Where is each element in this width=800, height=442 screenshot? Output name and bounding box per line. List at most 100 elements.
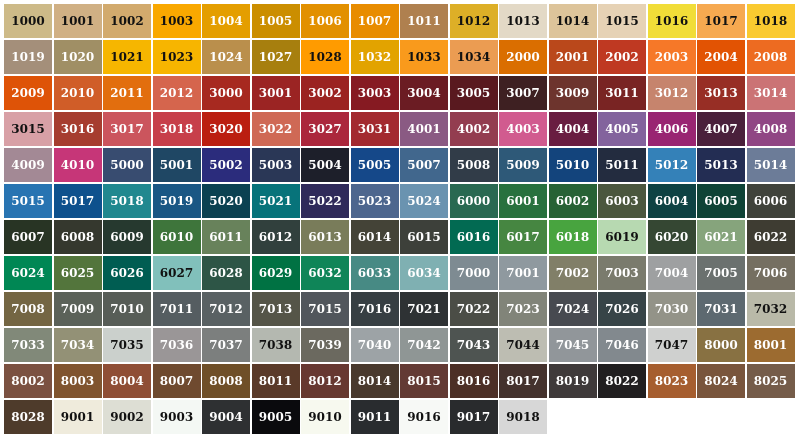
color-swatch-9002: 9002 <box>103 400 151 434</box>
color-swatch-7021: 7021 <box>400 292 448 326</box>
color-swatch-5012: 5012 <box>647 148 696 182</box>
color-swatch-1002: 1002 <box>103 4 151 38</box>
color-swatch-7003: 7003 <box>598 256 646 290</box>
color-swatch-6029: 6029 <box>251 256 300 290</box>
color-swatch-6006: 6006 <box>746 184 795 218</box>
color-swatch-6018: 6018 <box>548 220 597 254</box>
color-swatch-1004: 1004 <box>202 4 250 38</box>
color-swatch-4006: 4006 <box>647 112 696 146</box>
color-swatch-5002: 5002 <box>202 148 250 182</box>
color-swatch-3017: 3017 <box>103 112 151 146</box>
color-swatch-1034: 1034 <box>449 40 498 74</box>
color-swatch-8003: 8003 <box>53 364 102 398</box>
color-swatch-6015: 6015 <box>400 220 448 254</box>
color-swatch-1018: 1018 <box>746 4 795 38</box>
color-swatch-8000: 8000 <box>697 328 745 362</box>
color-swatch-3004: 3004 <box>400 76 448 110</box>
color-swatch-7024: 7024 <box>548 292 597 326</box>
color-swatch-4005: 4005 <box>598 112 646 146</box>
color-swatch-7036: 7036 <box>152 328 201 362</box>
color-swatch-6019: 6019 <box>598 220 646 254</box>
color-swatch-8004: 8004 <box>103 364 151 398</box>
color-swatch-6001: 6001 <box>499 184 547 218</box>
color-swatch-6021: 6021 <box>697 220 745 254</box>
color-swatch-6017: 6017 <box>499 220 547 254</box>
color-swatch-6014: 6014 <box>350 220 399 254</box>
color-swatch-6003: 6003 <box>598 184 646 218</box>
color-swatch-5004: 5004 <box>301 148 349 182</box>
color-swatch-1005: 1005 <box>251 4 300 38</box>
color-swatch-5020: 5020 <box>202 184 250 218</box>
color-swatch-3011: 3011 <box>598 76 646 110</box>
color-swatch-7022: 7022 <box>449 292 498 326</box>
color-swatch-6000: 6000 <box>449 184 498 218</box>
color-swatch-8016: 8016 <box>449 364 498 398</box>
color-swatch-1013: 1013 <box>499 4 547 38</box>
color-swatch-8015: 8015 <box>400 364 448 398</box>
color-swatch-2010: 2010 <box>53 76 102 110</box>
color-swatch-2003: 2003 <box>647 40 696 74</box>
color-swatch-1011: 1011 <box>400 4 448 38</box>
color-swatch-7031: 7031 <box>697 292 745 326</box>
color-swatch-1006: 1006 <box>301 4 349 38</box>
color-swatch-5010: 5010 <box>548 148 597 182</box>
color-swatch-6026: 6026 <box>103 256 151 290</box>
color-swatch-6025: 6025 <box>53 256 102 290</box>
color-swatch-1016: 1016 <box>647 4 696 38</box>
color-swatch-5017: 5017 <box>53 184 102 218</box>
color-swatch-8023: 8023 <box>647 364 696 398</box>
color-swatch-5013: 5013 <box>697 148 745 182</box>
color-swatch-3020: 3020 <box>202 112 250 146</box>
color-swatch-1021: 1021 <box>103 40 151 74</box>
color-swatch-7032: 7032 <box>746 292 795 326</box>
color-swatch-9001: 9001 <box>53 400 102 434</box>
color-swatch-7043: 7043 <box>449 328 498 362</box>
color-swatch-2002: 2002 <box>598 40 646 74</box>
color-swatch-6024: 6024 <box>4 256 52 290</box>
color-swatch-7039: 7039 <box>301 328 349 362</box>
color-swatch-5000: 5000 <box>103 148 151 182</box>
color-swatch-7001: 7001 <box>499 256 547 290</box>
color-swatch-8012: 8012 <box>301 364 349 398</box>
color-swatch-7034: 7034 <box>53 328 102 362</box>
color-swatch-4009: 4009 <box>4 148 52 182</box>
color-swatch-1003: 1003 <box>152 4 201 38</box>
color-swatch-6005: 6005 <box>697 184 745 218</box>
color-swatch-2012: 2012 <box>152 76 201 110</box>
color-swatch-7000: 7000 <box>449 256 498 290</box>
color-swatch-8011: 8011 <box>251 364 300 398</box>
color-swatch-7012: 7012 <box>202 292 250 326</box>
color-swatch-6011: 6011 <box>202 220 250 254</box>
color-swatch-7015: 7015 <box>301 292 349 326</box>
color-swatch-9003: 9003 <box>152 400 201 434</box>
color-swatch-6028: 6028 <box>202 256 250 290</box>
color-swatch-3000: 3000 <box>202 76 250 110</box>
color-swatch-5008: 5008 <box>449 148 498 182</box>
color-swatch-5024: 5024 <box>400 184 448 218</box>
color-swatch-8019: 8019 <box>548 364 597 398</box>
color-swatch-6013: 6013 <box>301 220 349 254</box>
color-swatch-9017: 9017 <box>449 400 498 434</box>
color-swatch-9005: 9005 <box>251 400 300 434</box>
color-swatch-4001: 4001 <box>400 112 448 146</box>
color-swatch-7006: 7006 <box>746 256 795 290</box>
color-swatch-5001: 5001 <box>152 148 201 182</box>
color-swatch-3014: 3014 <box>746 76 795 110</box>
color-swatch-1007: 1007 <box>350 4 399 38</box>
color-swatch-7013: 7013 <box>251 292 300 326</box>
color-swatch-4008: 4008 <box>746 112 795 146</box>
color-swatch-3002: 3002 <box>301 76 349 110</box>
color-swatch-8024: 8024 <box>697 364 745 398</box>
color-swatch-3009: 3009 <box>548 76 597 110</box>
color-swatch-2000: 2000 <box>499 40 547 74</box>
color-swatch-4002: 4002 <box>449 112 498 146</box>
color-swatch-1020: 1020 <box>53 40 102 74</box>
color-swatch-8002: 8002 <box>4 364 52 398</box>
color-swatch-5011: 5011 <box>598 148 646 182</box>
color-swatch-8017: 8017 <box>499 364 547 398</box>
color-swatch-7004: 7004 <box>647 256 696 290</box>
color-swatch-1001: 1001 <box>53 4 102 38</box>
color-swatch-3031: 3031 <box>350 112 399 146</box>
color-swatch-3015: 3015 <box>4 112 52 146</box>
color-swatch-3007: 3007 <box>499 76 547 110</box>
